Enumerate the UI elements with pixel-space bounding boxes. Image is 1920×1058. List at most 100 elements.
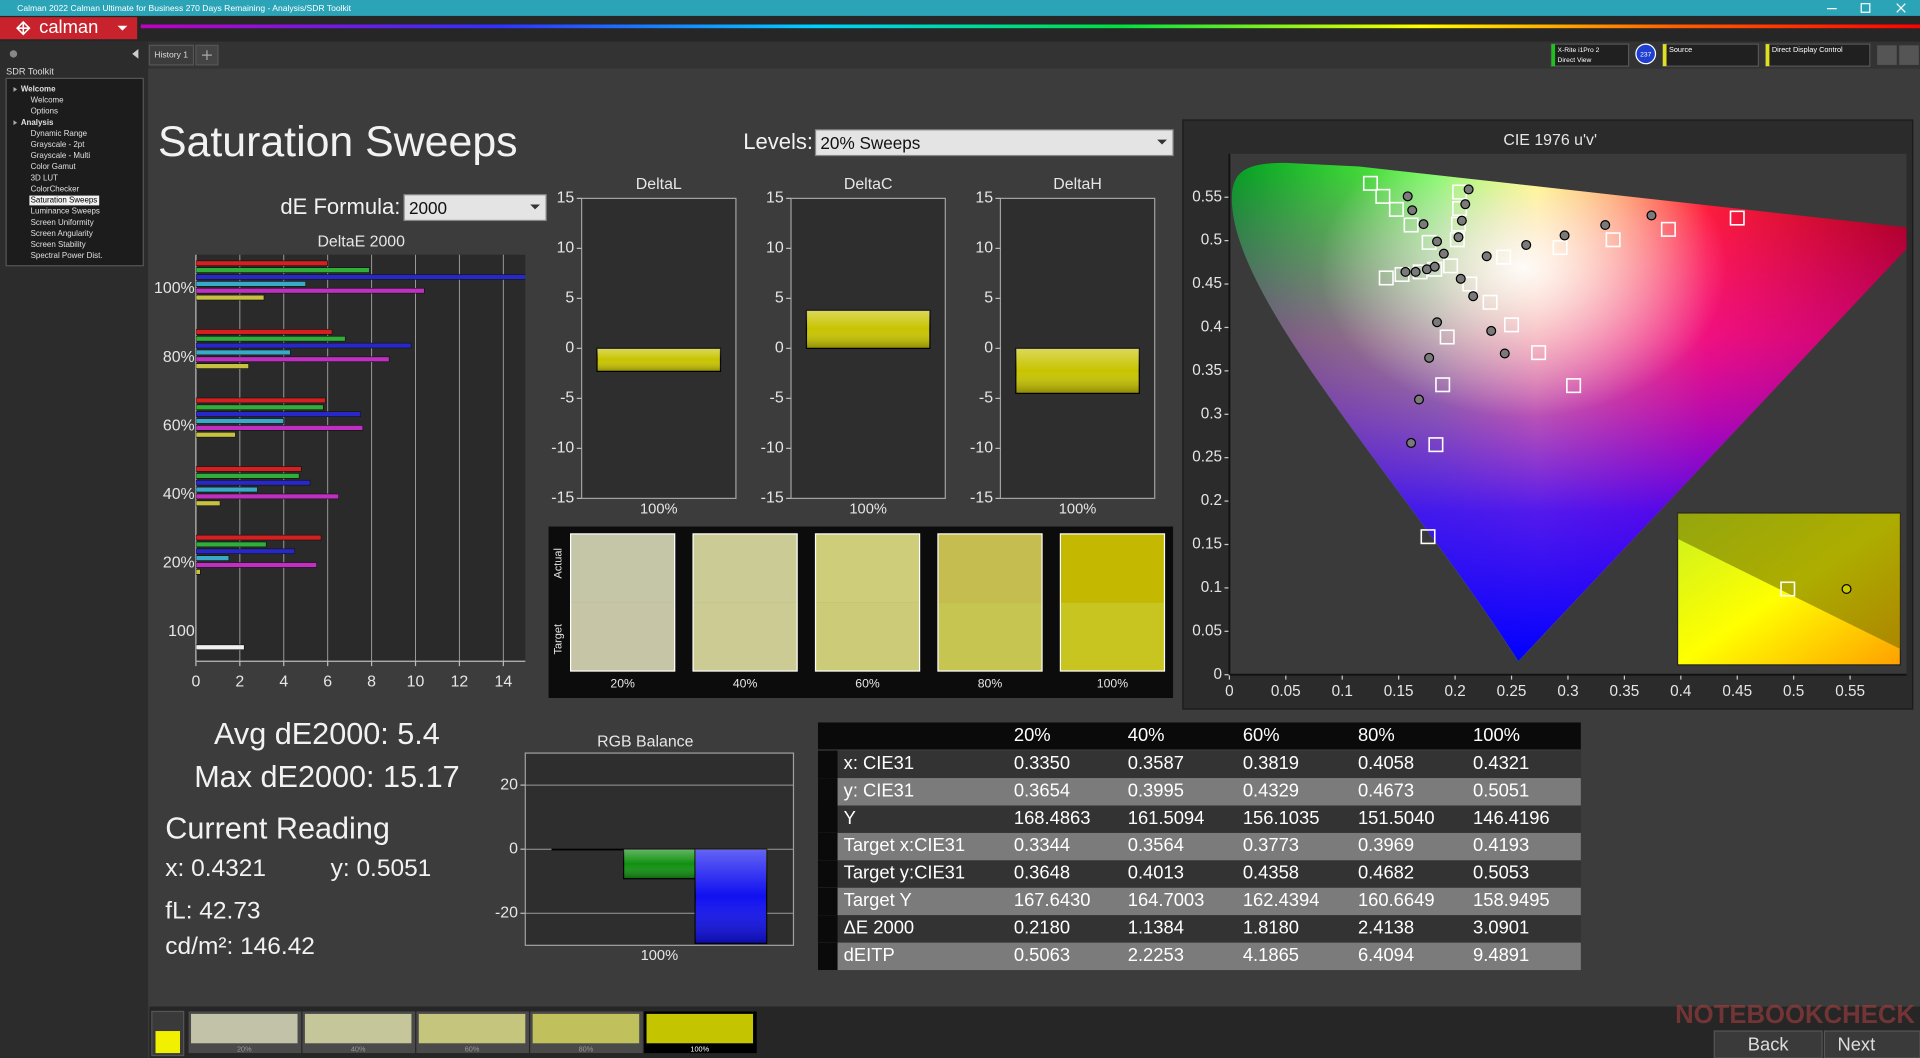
logo-button[interactable] <box>0 17 138 40</box>
y-tick-label: 5 <box>565 290 574 307</box>
meter-name: X-Rite i1Pro 2 <box>1558 47 1600 54</box>
bar <box>195 281 307 287</box>
table-cell: 162.4394 <box>1243 889 1320 910</box>
table-cell: 164.7003 <box>1128 889 1205 910</box>
x-tick-label: 0.3 <box>1557 683 1578 700</box>
y-tick-label: 0.1 <box>1201 579 1222 596</box>
table-cell: 0.4673 <box>1358 779 1414 800</box>
table-cell: 0.3773 <box>1243 834 1299 855</box>
x-tick-label: 2 <box>235 673 244 690</box>
measured-marker <box>1559 230 1570 241</box>
table-cell: 0.3995 <box>1128 779 1184 800</box>
source-label: Source <box>1669 45 1692 54</box>
formula-label: dE Formula: <box>280 194 400 219</box>
y-tick-label: 0.05 <box>1192 622 1222 639</box>
dropdown-arrow <box>1157 139 1167 145</box>
table-cell: 0.5051 <box>1473 779 1529 800</box>
sidebar-pin[interactable] <box>9 50 18 58</box>
tab-bar <box>0 41 1920 69</box>
sidebar-item[interactable]: Spectral Power Dist. <box>31 251 103 260</box>
x-tick-label: 100% <box>640 501 678 517</box>
target-swatch <box>693 602 798 672</box>
sidebar-item[interactable]: 3D LUT <box>31 173 58 182</box>
table-cell: 0.3969 <box>1358 834 1414 855</box>
levels-dropdown[interactable] <box>814 129 1174 157</box>
sidebar-item[interactable]: Grayscale - 2pt <box>31 140 86 149</box>
swatch-label: 100% <box>1097 677 1128 691</box>
y-tick-label: 0.5 <box>1201 232 1222 249</box>
bar <box>195 411 361 417</box>
meter-badge-label: 237 <box>1640 51 1651 58</box>
bar <box>195 493 339 500</box>
refresh-button[interactable] <box>1899 45 1919 65</box>
logo-dropdown-arrow <box>117 25 128 31</box>
sidebar-item[interactable]: Analysis <box>21 118 54 127</box>
sidebar-item[interactable]: Screen Stability <box>31 240 86 249</box>
bar <box>195 363 249 369</box>
meter-badge[interactable] <box>1635 43 1657 65</box>
x-tick-label: 12 <box>451 673 469 690</box>
y-tick-label: 0.55 <box>1192 188 1222 205</box>
table-cell: 0.3587 <box>1128 752 1184 773</box>
bar <box>195 555 230 561</box>
sidebar-item[interactable]: Welcome <box>21 85 56 94</box>
sidebar-item[interactable]: Screen Uniformity <box>31 218 94 227</box>
sidebar-item[interactable]: Screen Angularity <box>31 229 93 238</box>
sidebar-item[interactable]: ColorChecker <box>31 184 80 193</box>
window-controls[interactable] <box>1826 3 1906 13</box>
sidebar-item[interactable]: Color Gamut <box>31 162 77 171</box>
tree-toggle <box>13 120 18 126</box>
sidebar-item[interactable]: Options <box>31 107 58 116</box>
bar-shade <box>806 310 930 349</box>
display-status <box>1765 44 1770 67</box>
formula-dropdown[interactable] <box>403 194 547 222</box>
chart-title: DeltaE 2000 <box>317 234 405 251</box>
table-cell: 0.4321 <box>1473 752 1529 773</box>
strip-swatch <box>304 1013 412 1044</box>
table-row-bg <box>817 887 1581 916</box>
measured-marker <box>1468 291 1479 302</box>
next-button[interactable] <box>1823 1030 1920 1058</box>
settings-button[interactable] <box>1877 45 1897 65</box>
strip-label: 40% <box>351 1044 366 1053</box>
sidebar-item[interactable]: Dynamic Range <box>31 129 88 138</box>
table-cell: 156.1035 <box>1243 807 1320 828</box>
measured-marker <box>1600 219 1611 231</box>
table-row-label: y: CIE31 <box>844 779 914 800</box>
sidebar-item[interactable]: Welcome <box>31 96 65 105</box>
table-header-bg <box>817 722 1581 750</box>
bar <box>195 329 333 335</box>
table-cell: 160.6649 <box>1358 889 1435 910</box>
swatch-border <box>570 533 676 672</box>
target-marker <box>1362 175 1378 191</box>
sidebar-collapse[interactable] <box>132 49 139 59</box>
add-icon <box>202 50 212 61</box>
bar <box>195 342 412 349</box>
table-row-label: dEITP <box>844 944 895 965</box>
sidebar-item[interactable]: Grayscale - Multi <box>31 151 91 160</box>
sidebar-item[interactable]: Luminance Sweeps <box>31 207 100 216</box>
x-tick-label: 100% <box>641 948 679 964</box>
table-row-gutter <box>817 915 838 943</box>
table-cell: 9.4891 <box>1473 944 1529 965</box>
avg-de: Avg dE2000: 5.4 <box>214 717 440 751</box>
strip-label: 100% <box>690 1044 709 1053</box>
measured-marker <box>1400 266 1411 277</box>
table-row-gutter <box>817 750 838 779</box>
measured-marker <box>1481 251 1492 262</box>
table-row-label: Target x:CIE31 <box>844 834 965 855</box>
x-tick-label: 6 <box>323 673 332 690</box>
y-tick-label: 100 <box>168 623 195 640</box>
table-cell: 1.8180 <box>1243 917 1299 938</box>
x-tick-label: 14 <box>494 673 512 690</box>
table-cell: 158.9495 <box>1473 889 1550 910</box>
sidebar-selection <box>29 195 100 206</box>
back-button[interactable] <box>1713 1030 1823 1058</box>
bar <box>195 644 245 651</box>
target-marker <box>1388 201 1404 217</box>
table-cell: 0.3819 <box>1243 752 1299 773</box>
swatch-border <box>692 533 798 672</box>
sidebar-item[interactable]: Saturation Sweeps <box>31 196 98 205</box>
history-tab[interactable] <box>148 44 195 66</box>
table-row-label: Target y:CIE31 <box>844 862 965 883</box>
